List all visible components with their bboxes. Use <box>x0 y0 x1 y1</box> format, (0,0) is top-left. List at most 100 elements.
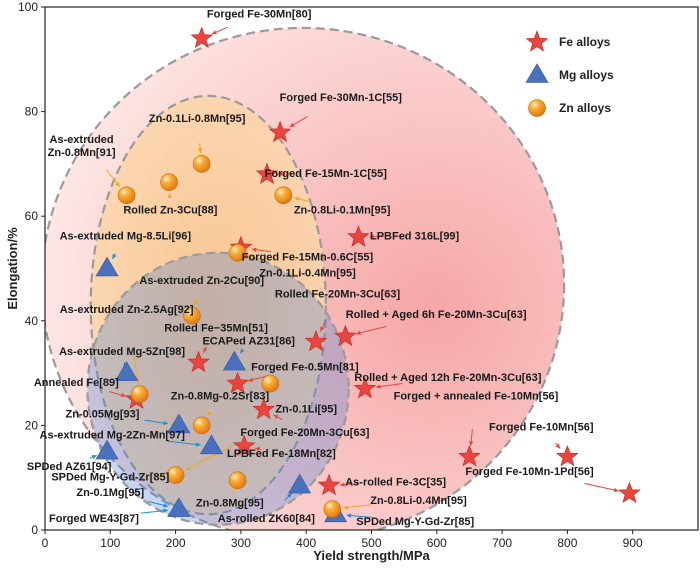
leader-arrow-lpbfed-316l-99 <box>369 234 374 239</box>
region-mg <box>86 251 350 526</box>
label-forged-fe-15mn-0-6c-55: Forged Fe-15Mn-0.6C[55] <box>242 252 374 264</box>
point-forged-fe-30mn-1c-55 <box>268 120 292 143</box>
point-forged-fe-20mn-3cu-63 <box>252 397 276 420</box>
x-tick-label-900: 900 <box>623 536 643 550</box>
leader-arrow-zn-0-8mg-0-2sr-83 <box>207 411 212 416</box>
label-spded-mg-y-gd-zr-85: SPDed Mg-Y-Gd-Zr[85] <box>51 471 169 483</box>
label-zn-0-1li-0-4mn-95: Zn-0.1Li-0.4Mn[95] <box>259 267 356 279</box>
x-tick-label-0: 0 <box>42 536 49 550</box>
point-as-extruded-zn-2cu-90 <box>183 306 201 325</box>
point-forged-we43-87 <box>167 497 191 517</box>
point-forged-fe-30mn-80 <box>190 26 214 48</box>
legend-zn-marker <box>528 99 546 117</box>
label-forged-fe-15mn-1c-55: Forged Fe-15Mn-1C[55] <box>265 168 388 180</box>
leader-rolled-aged-6h-fe-20mn-3cu-63 <box>355 325 387 335</box>
point-zn-0-1li-95 <box>261 374 280 393</box>
label-as-extruded-mg-5zn-98: As-extruded Mg-5Zn[98] <box>59 346 185 358</box>
point-rolled-fe-35mn-51 <box>187 350 210 373</box>
leader-arrow-spded-az61-94 <box>91 454 97 460</box>
label-forged-fe-30mn-1c-55: Forged Fe-30Mn-1C[55] <box>280 92 403 104</box>
leader-arrow-as-rolled-fe-3c-35 <box>340 482 345 487</box>
label-zn-0-1mg-95: Zn-0.1Mg[95] <box>76 487 144 499</box>
leader-arrow-rolled-zn-3cu-88 <box>167 193 172 198</box>
y-tick-label-20: 20 <box>25 418 39 432</box>
label-lpbfed-fe-18mn-82: LPBFed Fe-18Mn[82] <box>227 448 336 460</box>
point-lpbfed-fe-18mn-82 <box>232 434 256 456</box>
label-rolled-fe-20mn-3cu-63: Rolled Fe-20Mn-3Cu[63] <box>275 288 401 300</box>
x-tick-label-200: 200 <box>166 536 186 550</box>
leader-arrow-zn-0-1li-95 <box>185 466 191 471</box>
leader-arrow-zn-0-1mg-95 <box>163 503 169 508</box>
x-tick-label-100: 100 <box>100 536 120 550</box>
leader-arrow-forged-fe-10mn-56 <box>555 443 561 449</box>
label-forged-fe-30mn-80: Forged Fe-30Mn[80] <box>207 8 312 20</box>
y-tick-label-80: 80 <box>25 105 39 119</box>
leader-zn-0-1li-95 <box>185 444 235 471</box>
label-zn-0-1li-95: Zn-0.1Li[95] <box>275 403 337 415</box>
label-zn-0-1li-0-8mn-95: Zn-0.1Li-0.8Mn[95] <box>149 113 246 125</box>
point-forged-fe-10mn-1pd-56 <box>618 481 641 503</box>
y-tick-label-60: 60 <box>25 209 39 223</box>
leader-arrow-as-extruded-zn-2cu-90 <box>193 300 199 305</box>
leader-arrow-forged-annealed-fe-10mn-56 <box>468 441 474 446</box>
leader-arrow-as-extruded-mg-2zn-mn-97 <box>195 442 201 447</box>
point-rolled-zn-3cu-88 <box>160 173 178 192</box>
label-spded-mg-y-gd-zr-85: SPDed Mg-Y-Gd-Zr[85] <box>356 516 474 528</box>
regions-layer <box>45 26 566 530</box>
label-as-rolled-zk60-84: As-rolled ZK60[84] <box>218 513 316 525</box>
x-axis-title: Yield strength/MPa <box>313 548 430 563</box>
point-zn-0-8mg-95 <box>228 471 247 490</box>
label-zn-0-8mn-91: Zn-0.8Mn[91] <box>48 147 116 159</box>
leader-arrow-as-extruded-mg-8-5li-96 <box>112 253 117 259</box>
legend-label-fe-alloys: Fe alloys <box>559 35 611 49</box>
leader-arrow-rolled-aged-12h-fe-20mn-3cu-63 <box>375 384 381 389</box>
leader-forged-fe-10mn-1pd-56 <box>584 482 619 492</box>
label-forged-fe-10mn-1pd-56: Forged Fe-10Mn-1Pd[56] <box>465 466 594 478</box>
label-forged-annealed-fe-10mn-56: Forged + annealed Fe-10Mn[56] <box>394 390 559 402</box>
x-tick-label-500: 500 <box>361 536 381 550</box>
point-zn-0-8mg-0-2sr-83 <box>192 416 211 435</box>
label-rolled-zn-3cu-88: Rolled Zn-3Cu[88] <box>123 205 217 217</box>
x-tick-label-300: 300 <box>231 536 251 550</box>
leader-forged-we43-87 <box>140 509 168 514</box>
labels-layer: Forged Fe-30Mn[80] Forged Fe-30Mn-1C[55] Z… <box>27 8 594 527</box>
leader-arrow-forged-fe-15mn-1c-55 <box>278 171 283 177</box>
point-as-extruded-zn-2-5ag-92 <box>130 385 149 403</box>
label-zn-0-8mg-95: Zn-0.8Mg[95] <box>196 497 264 509</box>
leader-arrow-rolled-fe-20mn-3cu-63 <box>320 326 325 332</box>
leader-arrow-spded-mg-y-gd-zr-85 <box>346 513 352 518</box>
legend-label-mg-alloys: Mg alloys <box>559 68 614 82</box>
label-as-extruded-mg-2zn-mn-97: As-extruded Mg-2Zn-Mn[97] <box>40 429 186 441</box>
y-tick-label-100: 100 <box>18 0 38 14</box>
point-spded-mg-y-gd-zr-85 <box>166 466 185 484</box>
point-forged-fe-15mn-1c-55 <box>255 162 279 184</box>
marks-layer <box>95 26 641 523</box>
leader-arrow-forged-fe-20mn-3cu-63 <box>273 414 279 419</box>
axes-layer: 0 100 200 300 400 500 600 700 800 900 0 20 40 60 80 100 <box>18 0 699 550</box>
label-as-extruded-mg-8-5li-96: As-extruded Mg-8.5Li[96] <box>60 231 192 243</box>
point-spded-az61-94 <box>95 439 119 460</box>
label-zn-0-8li-0-4mn-95: Zn-0.8Li-0.4Mn[95] <box>370 495 467 507</box>
point-rolled-aged-6h-fe-20mn-3cu-63 <box>334 324 357 347</box>
leader-arrow-annealed-fe-89 <box>120 392 126 398</box>
y-axis-title: Elongation/% <box>5 227 20 310</box>
point-rolled-aged-12h-fe-20mn-3cu-63 <box>353 376 377 399</box>
leader-arrow-rolled-aged-6h-fe-20mn-3cu-63 <box>356 330 361 335</box>
label-zn-0-8li-0-1mn-95: Zn-0.8Li-0.1Mn[95] <box>294 205 391 217</box>
label-forged-we43-87: Forged WE43[87] <box>49 513 139 525</box>
point-forged-fe-0-5mn-81 <box>226 371 249 394</box>
leader-as-extruded-zn-2-5ag-92 <box>133 355 139 384</box>
leader-as-extruded-mg-2zn-mn-97 <box>166 440 201 446</box>
y-tick-label-40: 40 <box>25 314 39 328</box>
label-ecaped-az31-86: ECAPed AZ31[86] <box>202 335 295 347</box>
point-ecaped-az31-86 <box>222 350 246 371</box>
point-as-extruded-mg-8-5li-96 <box>95 256 119 277</box>
label-as-extruded-zn-2cu-90: As-extruded Zn-2Cu[90] <box>139 275 264 287</box>
label-as-rolled-fe-3c-35: As-rolled Fe-3C[35] <box>345 477 446 489</box>
leader-arrow-zn-0-05mg-93 <box>163 420 168 426</box>
leader-arrow-forged-fe-30mn-80 <box>211 30 217 35</box>
leader-arrow-forged-we43-87 <box>163 508 168 513</box>
point-zn-0-8li-0-4mn-95 <box>323 500 342 518</box>
label-rolled-aged-6h-fe-20mn-3cu-63: Rolled + Aged 6h Fe-20Mn-3Cu[63] <box>346 309 527 321</box>
